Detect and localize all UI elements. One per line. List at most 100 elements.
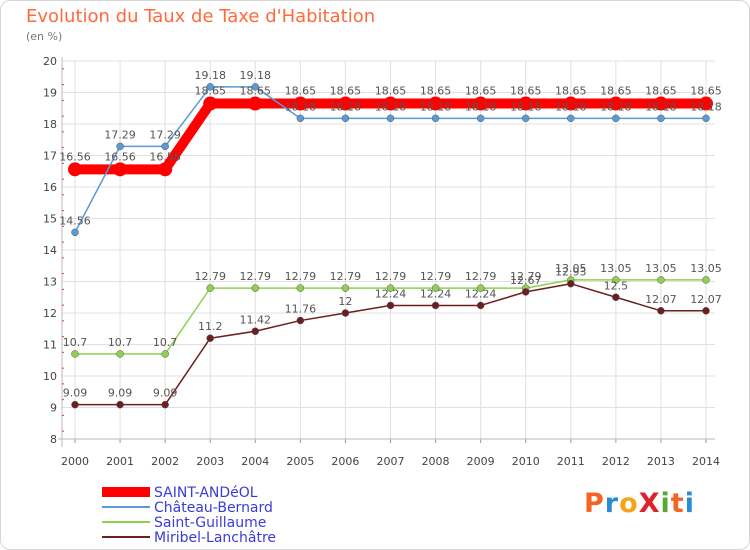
data-point [386,114,395,123]
data-point [248,96,263,111]
data-point [203,96,218,111]
y-tick-label: 19 [43,87,57,100]
data-point [657,114,665,123]
data-label: 11.42 [240,313,272,326]
data-point [476,284,485,292]
data-label: 12.79 [465,270,497,283]
x-tick-label: 2009 [467,455,495,468]
chart-subtitle: (en %) [26,30,63,43]
data-point [338,96,353,111]
data-label: 18.65 [600,85,632,98]
data-point [68,162,82,177]
data-point [116,350,124,358]
data-point [296,114,305,123]
data-point [116,400,124,409]
data-label: 12.07 [690,293,722,306]
x-tick-label: 2002 [151,455,179,468]
data-point [699,96,713,111]
data-label: 12.24 [420,287,452,300]
brand-letter: i [684,488,695,519]
data-label: 12.79 [375,270,407,283]
data-label: 12.79 [330,270,362,283]
data-label: 18.18 [465,100,497,113]
data-label: 12.79 [240,270,272,283]
data-label: 18.65 [420,85,452,98]
data-point [431,301,440,310]
data-point [567,279,575,288]
data-point [386,301,395,310]
data-point [383,96,398,111]
brand-letter: i [660,488,671,519]
data-point [251,284,260,292]
data-point [657,307,665,315]
data-point [206,284,214,292]
data-point [206,83,214,91]
data-label: 18.65 [645,85,677,98]
data-point [476,114,485,123]
data-label: 18.65 [285,85,317,98]
axes: 8 9 10 11 12 13 14 15 16 17 18 19 20 2000 2001 2002 2003… [43,55,720,468]
data-label: 18.18 [555,100,587,113]
grid-lines [62,60,715,440]
data-label: 13.05 [645,262,677,275]
data-label: 10.7 [153,336,178,349]
y-tick-label: 12 [43,307,57,320]
legend: SAINT-ANDéOLChâteau-BernardSaint-Guillau… [102,485,276,546]
data-label: 13.05 [600,262,632,275]
data-label: 18.18 [510,100,542,113]
data-label: 18.65 [465,85,497,98]
x-tick-label: 2001 [106,455,134,468]
data-point [612,276,620,284]
data-label: 18.65 [194,85,226,98]
data-label: 12.79 [510,270,542,283]
data-label: 12.79 [285,270,317,283]
data-point [341,284,350,292]
x-tick-label: 2010 [512,455,540,468]
y-tick-label: 17 [43,150,57,163]
brand-letter: r [604,488,620,519]
data-label: 9.09 [63,387,88,400]
data-label: 10.7 [108,336,133,349]
data-point [518,96,533,111]
y-tick-label: 18 [43,118,57,131]
data-point [608,96,623,111]
x-tick-label: 2008 [422,455,450,468]
data-label: 12.93 [555,266,587,279]
data-label: 9.09 [108,387,133,400]
data-point [251,327,260,336]
data-label: 12.24 [465,287,497,300]
y-tick-label: 20 [43,55,57,68]
brand-letter: X [638,488,661,519]
data-point [206,334,214,342]
data-point [702,276,710,284]
data-point [161,350,169,358]
data-point [296,316,305,325]
data-point [161,400,169,409]
data-point [161,142,169,151]
data-point [296,284,305,292]
data-label: 14.56 [59,214,91,227]
data-label: 12.67 [510,274,542,287]
x-tick-label: 2011 [557,455,585,468]
data-point [473,96,488,111]
data-point [612,114,620,123]
data-point [653,96,668,111]
data-label: 11.2 [198,320,223,333]
data-point [113,162,128,177]
x-tick-label: 2005 [286,455,314,468]
data-point [563,96,578,111]
y-tick-label: 11 [43,339,57,352]
data-label: 12.24 [375,287,407,300]
data-point [431,114,440,123]
data-label: 18.18 [600,100,632,113]
data-point [293,96,308,111]
data-point [428,96,443,111]
data-point [431,284,440,292]
data-label: 11.76 [285,303,317,316]
x-tick-label: 2014 [692,455,720,468]
data-point [158,162,173,177]
data-point [341,114,350,123]
data-point [702,114,710,123]
